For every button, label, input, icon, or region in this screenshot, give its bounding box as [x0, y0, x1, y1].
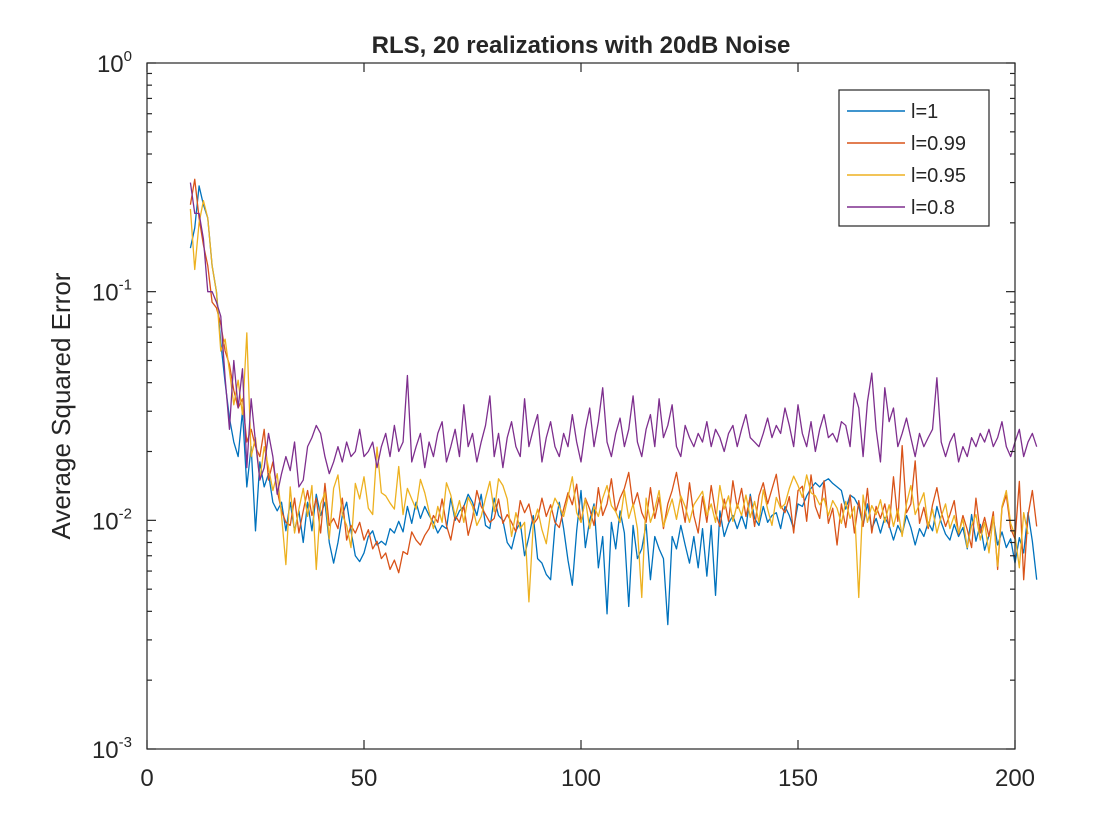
legend-label-3: l=0.95 — [911, 165, 966, 187]
legend-label-1: l=1 — [911, 101, 938, 123]
y-tick-label-2: 10-1 — [92, 277, 132, 307]
chart-title: RLS, 20 realizations with 20dB Noise — [372, 32, 791, 59]
x-tick-label-4: 200 — [995, 765, 1035, 792]
axis-ticks — [146, 62, 1016, 750]
series-lines — [189, 178, 1038, 626]
series-line-2 — [189, 178, 1038, 581]
legend-label-4: l=0.8 — [911, 197, 955, 219]
y-tick-labels: 10-3 10-2 10-1 100 — [92, 48, 132, 764]
legend: l=1 l=0.99 l=0.95 l=0.8 — [838, 89, 990, 227]
x-tick-label-1: 50 — [351, 765, 378, 792]
y-tick-label-0: 10-3 — [92, 734, 132, 764]
y-tick-label-1: 10-2 — [92, 505, 132, 535]
y-axis-label: Average Squared Error — [46, 272, 76, 539]
x-tick-labels: 0 50 100 150 200 — [140, 765, 1035, 792]
x-tick-label-2: 100 — [561, 765, 601, 792]
x-tick-label-3: 150 — [778, 765, 818, 792]
series-line-1 — [189, 185, 1038, 626]
series-line-3 — [189, 200, 1029, 603]
y-tick-label-3: 100 — [97, 48, 132, 78]
legend-label-2: l=0.99 — [911, 133, 966, 155]
legend-box — [838, 89, 990, 227]
series-line-4 — [189, 182, 1038, 495]
x-tick-label-0: 0 — [140, 765, 153, 792]
